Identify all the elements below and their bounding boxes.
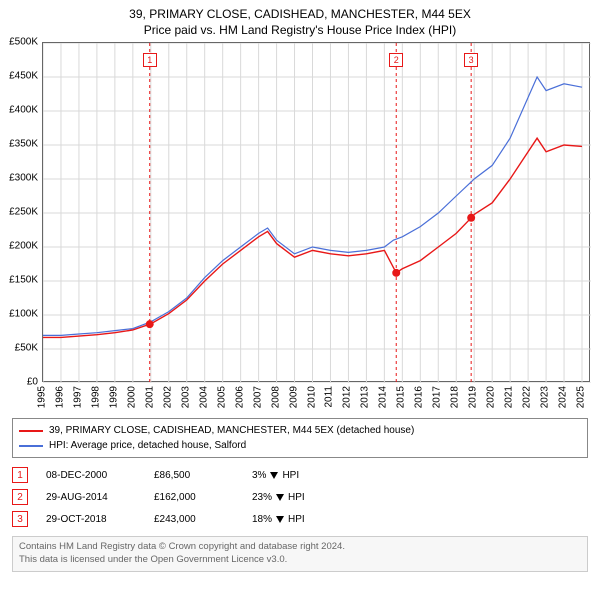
sale-number-box: 2	[12, 489, 28, 505]
x-tick-label: 2019	[468, 386, 479, 408]
y-tick-label: £450K	[9, 71, 38, 82]
arrow-down-icon	[270, 472, 278, 479]
y-axis: £0£50K£100K£150K£200K£250K£300K£350K£400…	[0, 42, 40, 382]
sale-diff-suffix: HPI	[288, 514, 305, 525]
plot-svg	[43, 43, 591, 383]
x-tick-label: 2017	[432, 386, 443, 408]
sale-number-box: 1	[12, 467, 28, 483]
sale-price: £162,000	[154, 492, 234, 503]
y-tick-label: £300K	[9, 173, 38, 184]
x-tick-label: 1998	[90, 386, 101, 408]
sales-table: 1 08-DEC-2000 £86,500 3% HPI 2 29-AUG-2014 £162…	[12, 464, 588, 530]
sale-diff: 3% HPI	[252, 470, 299, 481]
x-tick-label: 2023	[540, 386, 551, 408]
legend-label: 39, PRIMARY CLOSE, CADISHEAD, MANCHESTER…	[49, 423, 414, 438]
y-tick-label: £100K	[9, 309, 38, 320]
sale-date: 08-DEC-2000	[46, 470, 136, 481]
y-tick-label: £500K	[9, 37, 38, 48]
footer-line-1: Contains HM Land Registry data © Crown c…	[19, 541, 581, 554]
y-tick-label: £250K	[9, 207, 38, 218]
x-tick-label: 2012	[342, 386, 353, 408]
x-tick-label: 2009	[288, 386, 299, 408]
x-tick-label: 2000	[126, 386, 137, 408]
x-tick-label: 2007	[252, 386, 263, 408]
x-tick-label: 1999	[108, 386, 119, 408]
x-tick-label: 2004	[198, 386, 209, 408]
sale-marker-3: 3	[464, 53, 478, 67]
sale-diff-suffix: HPI	[282, 470, 299, 481]
sale-diff: 23% HPI	[252, 492, 305, 503]
sale-row: 2 29-AUG-2014 £162,000 23% HPI	[12, 486, 588, 508]
x-tick-label: 2020	[486, 386, 497, 408]
arrow-down-icon	[276, 516, 284, 523]
sale-diff-pct: 18%	[252, 514, 272, 525]
sale-marker-1: 1	[143, 53, 157, 67]
y-tick-label: £150K	[9, 275, 38, 286]
x-tick-label: 2015	[396, 386, 407, 408]
x-tick-label: 2010	[306, 386, 317, 408]
y-tick-label: £350K	[9, 139, 38, 150]
x-tick-label: 1996	[54, 386, 65, 408]
sale-diff: 18% HPI	[252, 514, 305, 525]
footer-line-2: This data is licensed under the Open Gov…	[19, 554, 581, 567]
title-line-2: Price paid vs. HM Land Registry's House …	[0, 22, 600, 38]
x-tick-label: 2014	[378, 386, 389, 408]
x-tick-label: 2025	[576, 386, 587, 408]
sale-row: 3 29-OCT-2018 £243,000 18% HPI	[12, 508, 588, 530]
sale-number-box: 3	[12, 511, 28, 527]
sale-diff-suffix: HPI	[288, 492, 305, 503]
footer-attribution: Contains HM Land Registry data © Crown c…	[12, 536, 588, 572]
legend-label: HPI: Average price, detached house, Salf…	[49, 438, 246, 453]
y-tick-label: £200K	[9, 241, 38, 252]
x-tick-label: 2013	[360, 386, 371, 408]
arrow-down-icon	[276, 494, 284, 501]
sale-date: 29-OCT-2018	[46, 514, 136, 525]
y-tick-label: £400K	[9, 105, 38, 116]
sale-price: £86,500	[154, 470, 234, 481]
x-tick-label: 2001	[144, 386, 155, 408]
sale-diff-pct: 3%	[252, 470, 266, 481]
chart-titles: 39, PRIMARY CLOSE, CADISHEAD, MANCHESTER…	[0, 0, 600, 38]
chart-area: £0£50K£100K£150K£200K£250K£300K£350K£400…	[42, 42, 590, 412]
x-tick-label: 2018	[450, 386, 461, 408]
sale-price: £243,000	[154, 514, 234, 525]
x-tick-label: 2008	[270, 386, 281, 408]
title-line-1: 39, PRIMARY CLOSE, CADISHEAD, MANCHESTER…	[0, 6, 600, 22]
x-tick-label: 2024	[558, 386, 569, 408]
sale-row: 1 08-DEC-2000 £86,500 3% HPI	[12, 464, 588, 486]
sale-date: 29-AUG-2014	[46, 492, 136, 503]
legend-swatch	[19, 430, 43, 432]
legend: 39, PRIMARY CLOSE, CADISHEAD, MANCHESTER…	[12, 418, 588, 458]
sale-marker-2: 2	[389, 53, 403, 67]
x-tick-label: 2022	[522, 386, 533, 408]
x-tick-label: 1997	[72, 386, 83, 408]
legend-item: 39, PRIMARY CLOSE, CADISHEAD, MANCHESTER…	[19, 423, 581, 438]
sale-diff-pct: 23%	[252, 492, 272, 503]
legend-item: HPI: Average price, detached house, Salf…	[19, 438, 581, 453]
plot-area: 1 2 3	[42, 42, 590, 382]
x-tick-label: 2003	[180, 386, 191, 408]
x-tick-label: 2005	[216, 386, 227, 408]
legend-swatch	[19, 445, 43, 447]
x-tick-label: 2016	[414, 386, 425, 408]
x-axis: 1995199619971998199920002001200220032004…	[42, 382, 590, 412]
x-tick-label: 1995	[37, 386, 48, 408]
x-tick-label: 2011	[324, 386, 335, 408]
y-tick-label: £50K	[15, 343, 38, 354]
x-tick-label: 2021	[504, 386, 515, 408]
x-tick-label: 2006	[234, 386, 245, 408]
x-tick-label: 2002	[162, 386, 173, 408]
